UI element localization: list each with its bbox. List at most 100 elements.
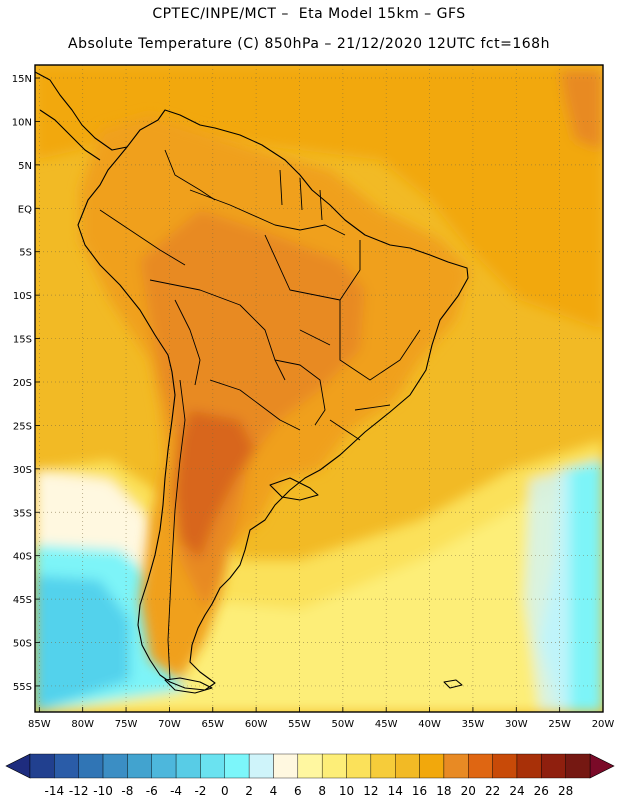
lon-label: 20W bbox=[592, 719, 615, 730]
falklands bbox=[443, 679, 463, 689]
lon-label: 55W bbox=[288, 719, 311, 730]
colorbar-swatch bbox=[78, 753, 104, 779]
lat-label: 45S bbox=[13, 595, 32, 606]
lon-label: 35W bbox=[462, 719, 485, 730]
map-title-line2: Absolute Temperature (C) 850hPa – 21/12/… bbox=[68, 36, 550, 52]
lat-label: 15N bbox=[12, 74, 32, 85]
lat-label: 20S bbox=[13, 378, 32, 389]
colorbar-swatch bbox=[175, 753, 201, 779]
colorbar-swatch bbox=[443, 753, 469, 779]
colorbar-high-arrow bbox=[589, 753, 615, 779]
colorbar-label: 24 bbox=[509, 784, 524, 798]
colorbar-label: 8 bbox=[318, 784, 326, 798]
colorbar-label: 0 bbox=[221, 784, 229, 798]
brazil-state-lines bbox=[264, 234, 421, 441]
lat-label: 55S bbox=[13, 682, 32, 693]
longitude-labels: 85W 80W 75W 70W 65W 60W 55W 50W 45W 40W 35W 30W 25W 2… bbox=[28, 719, 614, 730]
colorbar-label: 16 bbox=[412, 784, 427, 798]
colorbar-label: 22 bbox=[485, 784, 500, 798]
colorbar-swatch bbox=[273, 753, 299, 779]
colorbar-swatch bbox=[102, 753, 128, 779]
border-paraguay-brazil bbox=[274, 359, 326, 426]
border-colombia-peru bbox=[99, 209, 186, 266]
colorbar-label: -10 bbox=[93, 784, 113, 798]
colorbar-label: 12 bbox=[363, 784, 378, 798]
lon-label: 60W bbox=[245, 719, 268, 730]
colorbar-swatch bbox=[297, 753, 323, 779]
lon-label: 65W bbox=[201, 719, 224, 730]
colorbar-label: 18 bbox=[436, 784, 451, 798]
lon-label: 30W bbox=[505, 719, 528, 730]
tierra-del-fuego bbox=[164, 677, 213, 694]
colorbar-label: 14 bbox=[388, 784, 403, 798]
colorbar-label: 20 bbox=[461, 784, 476, 798]
latitude-labels: 15N 10N 5N EQ 5S 10S 15S 20S 25S 30S 35S 40S 45S 50S 5… bbox=[12, 74, 32, 693]
central-america-coastline bbox=[35, 71, 128, 161]
color-legend: -14 -12 -10 -8 -6 -4 -2 0 2 4 6 8 10 12 14 16 18 20 22 24 26… bbox=[5, 753, 615, 798]
colorbar-label: 6 bbox=[294, 784, 302, 798]
colorbar-label: 10 bbox=[339, 784, 354, 798]
lat-label: 5N bbox=[18, 161, 32, 172]
lat-label: 25S bbox=[13, 421, 32, 432]
colorbar-swatch bbox=[248, 753, 274, 779]
lat-label: 40S bbox=[13, 552, 32, 563]
border-brazil-bolivia bbox=[149, 279, 286, 381]
border-brazil-west bbox=[189, 189, 346, 236]
lat-label: 35S bbox=[13, 508, 32, 519]
country-borders bbox=[99, 149, 421, 681]
colorbar-swatch bbox=[29, 753, 55, 779]
lat-label: 10S bbox=[13, 291, 32, 302]
lat-label: 10N bbox=[12, 117, 32, 128]
colorbar-swatch bbox=[321, 753, 347, 779]
pale-se-edge bbox=[525, 470, 570, 712]
lon-label: 50W bbox=[332, 719, 355, 730]
colorbar-label: -2 bbox=[194, 784, 206, 798]
rio-de-la-plata bbox=[269, 477, 319, 501]
map-frame bbox=[34, 64, 604, 713]
border-colombia-venezuela bbox=[164, 149, 216, 201]
border-peru-bolivia bbox=[174, 299, 201, 386]
axis-ticks bbox=[35, 77, 603, 712]
lon-label: 25W bbox=[548, 719, 571, 730]
colorbar-swatch bbox=[565, 753, 591, 779]
colorbar-label: 28 bbox=[558, 784, 573, 798]
colorbar-swatch bbox=[468, 753, 493, 779]
colorbar-label: 2 bbox=[245, 784, 253, 798]
border-argentina-paraguay bbox=[209, 379, 301, 431]
colorbar-label: 26 bbox=[534, 784, 549, 798]
colorbar-label: -8 bbox=[121, 784, 133, 798]
colorbar-label: 4 bbox=[270, 784, 278, 798]
lat-label: 5S bbox=[19, 248, 32, 259]
hot-core-argentina bbox=[175, 410, 255, 560]
border-chile-argentina bbox=[167, 379, 186, 681]
colorbar-swatch bbox=[370, 753, 396, 779]
colorbar-swatch bbox=[200, 753, 225, 779]
south-america-coastline bbox=[77, 109, 469, 691]
lat-label: 15S bbox=[13, 335, 32, 346]
lat-label: 30S bbox=[13, 465, 32, 476]
coastlines bbox=[35, 71, 469, 694]
lon-label: 75W bbox=[115, 719, 138, 730]
colorbar-swatch bbox=[54, 753, 79, 779]
colorbar-swatch bbox=[419, 753, 445, 779]
colorbar-label: -4 bbox=[170, 784, 182, 798]
lat-label: EQ bbox=[18, 204, 32, 215]
lon-label: 85W bbox=[28, 719, 51, 730]
colorbar-swatch bbox=[224, 753, 250, 779]
cold-blue-zone bbox=[35, 575, 130, 712]
colorbar-swatch bbox=[516, 753, 542, 779]
border-guianas bbox=[279, 169, 323, 221]
colorbar-swatch bbox=[541, 753, 566, 779]
colorbar-label: -14 bbox=[45, 784, 65, 798]
lon-label: 80W bbox=[71, 719, 94, 730]
lon-label: 45W bbox=[375, 719, 398, 730]
lon-label: 70W bbox=[158, 719, 181, 730]
colorbar-label: -6 bbox=[146, 784, 158, 798]
lat-label: 50S bbox=[13, 639, 32, 650]
colorbar-label: -12 bbox=[69, 784, 89, 798]
colorbar-swatch bbox=[127, 753, 152, 779]
lon-label: 40W bbox=[418, 719, 441, 730]
colorbar-swatch bbox=[151, 753, 177, 779]
colorbar-swatch bbox=[492, 753, 518, 779]
map-title-line1: CPTEC/INPE/MCT – Eta Model 15km – GFS bbox=[152, 6, 466, 22]
